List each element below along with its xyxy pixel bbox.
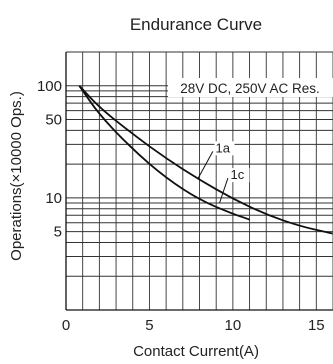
leader-line-1a: [197, 151, 214, 180]
x-tick-label: 0: [62, 317, 70, 334]
chart-title: Endurance Curve: [130, 15, 262, 34]
y-tick-label: 5: [54, 224, 62, 241]
series-label-1c: 1c: [231, 167, 245, 182]
y-tick-label: 50: [45, 112, 62, 129]
x-tick-label: 15: [308, 317, 325, 334]
series-layer: [78, 85, 333, 235]
series-label-bg-1a: [214, 141, 235, 156]
y-tick-label: 10: [45, 190, 62, 207]
series-line-1c: [78, 85, 251, 221]
leader-line-1c: [219, 177, 229, 204]
annotation-text: 28V DC, 250V AC Res.: [180, 81, 320, 96]
y-tick-label: 100: [37, 78, 62, 95]
y-axis-label: Operations(×10000 Ops.): [8, 91, 25, 261]
x-tick-label: 5: [145, 317, 153, 334]
series-label-bg-1c: [229, 168, 250, 183]
annotation-bg: [168, 78, 333, 97]
series-line-1a: [78, 85, 333, 235]
tick-labels: 0 5 10 15 100 50 10 5: [37, 78, 325, 334]
axes: [65, 52, 333, 311]
x-tick-label: 10: [225, 317, 242, 334]
series-label-1a: 1a: [216, 140, 231, 155]
x-axis-label: Contact Current(A): [133, 343, 259, 360]
